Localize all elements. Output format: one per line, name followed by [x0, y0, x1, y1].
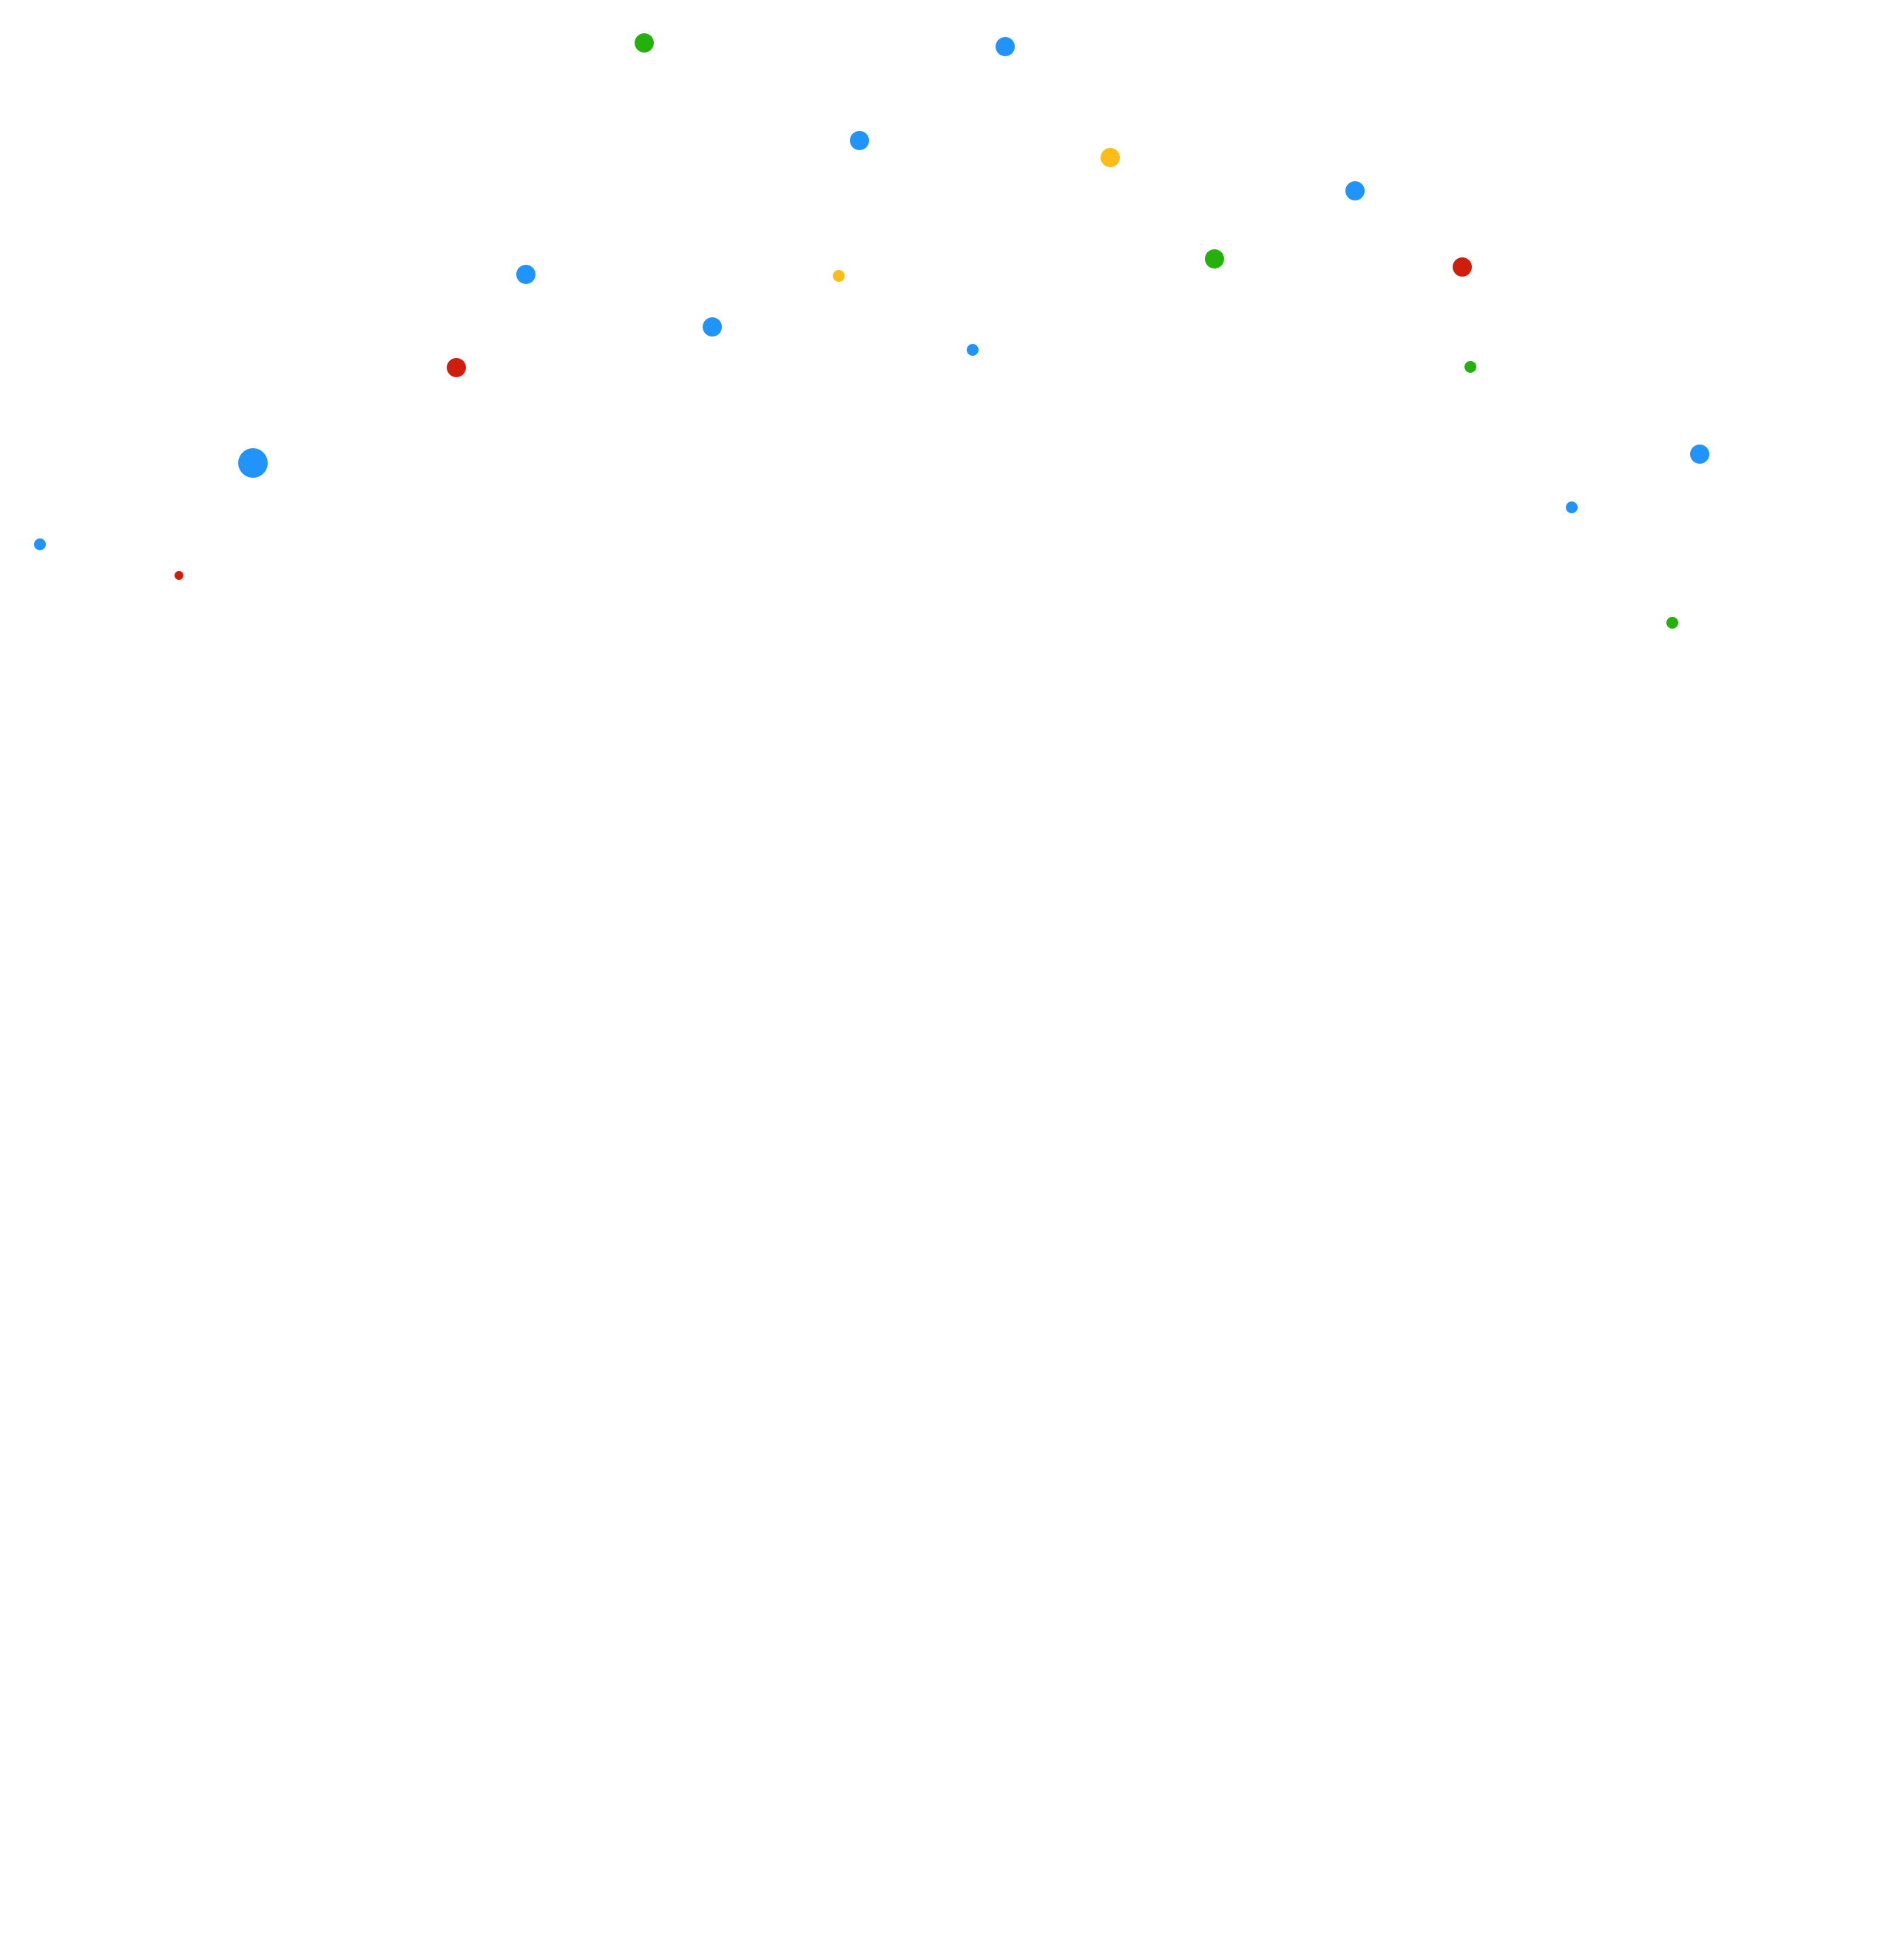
dot-blue	[516, 265, 535, 284]
dot-red	[447, 358, 466, 377]
dot-green	[1205, 249, 1224, 268]
dot-blue	[850, 131, 869, 150]
dot-blue	[703, 317, 722, 337]
dot-green	[635, 33, 654, 53]
dot-yellow	[1101, 148, 1120, 167]
dot-blue	[1690, 445, 1709, 464]
dot-blue	[996, 37, 1015, 56]
dot-green	[1666, 617, 1678, 629]
dot-red	[1453, 257, 1472, 277]
dot-blue	[1566, 501, 1578, 513]
dot-blue	[34, 538, 46, 550]
dot-blue	[238, 448, 268, 478]
dot-blue	[967, 344, 979, 356]
dot-green	[1464, 361, 1476, 373]
dot-yellow	[833, 270, 845, 282]
dot-blue	[1345, 181, 1365, 200]
dot-red	[175, 571, 183, 580]
